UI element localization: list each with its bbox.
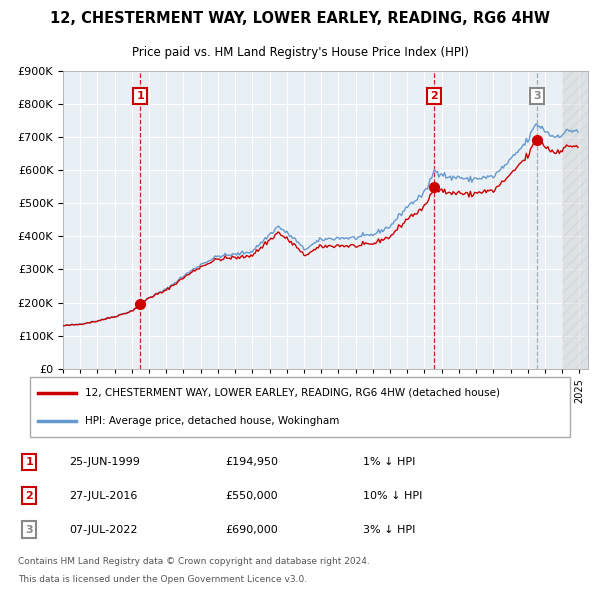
Text: 2: 2 [430,91,438,101]
Text: This data is licensed under the Open Government Licence v3.0.: This data is licensed under the Open Gov… [18,575,307,585]
Text: 27-JUL-2016: 27-JUL-2016 [70,491,138,500]
Text: 2: 2 [25,491,33,500]
Text: HPI: Average price, detached house, Wokingham: HPI: Average price, detached house, Woki… [85,417,339,427]
Text: Price paid vs. HM Land Registry's House Price Index (HPI): Price paid vs. HM Land Registry's House … [131,47,469,60]
Text: 1: 1 [25,457,33,467]
Text: Contains HM Land Registry data © Crown copyright and database right 2024.: Contains HM Land Registry data © Crown c… [18,558,370,566]
Text: 3: 3 [533,91,541,101]
Text: 1: 1 [136,91,144,101]
Text: 25-JUN-1999: 25-JUN-1999 [70,457,140,467]
Text: £550,000: £550,000 [225,491,278,500]
Bar [562,71,588,369]
Text: 10% ↓ HPI: 10% ↓ HPI [364,491,423,500]
Text: 07-JUL-2022: 07-JUL-2022 [70,525,138,535]
Text: 3: 3 [25,525,33,535]
FancyBboxPatch shape [29,377,571,437]
Text: 1% ↓ HPI: 1% ↓ HPI [364,457,416,467]
Text: 3% ↓ HPI: 3% ↓ HPI [364,525,416,535]
Text: 12, CHESTERMENT WAY, LOWER EARLEY, READING, RG6 4HW (detached house): 12, CHESTERMENT WAY, LOWER EARLEY, READI… [85,388,500,398]
Text: 12, CHESTERMENT WAY, LOWER EARLEY, READING, RG6 4HW: 12, CHESTERMENT WAY, LOWER EARLEY, READI… [50,11,550,27]
Text: £194,950: £194,950 [225,457,278,467]
Text: £690,000: £690,000 [225,525,278,535]
